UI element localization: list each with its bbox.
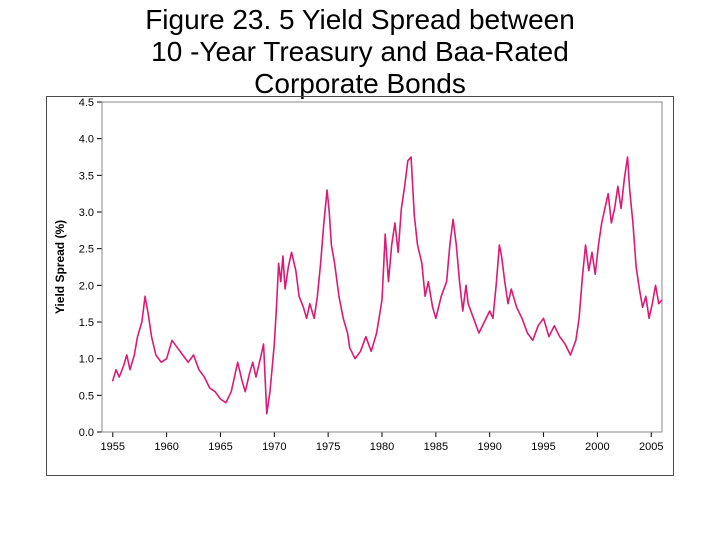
svg-text:2000: 2000 [585,441,609,453]
svg-text:3.5: 3.5 [79,170,94,182]
title-line-2: 10 -Year Treasury and Baa-Rated [20,36,700,68]
svg-text:4.5: 4.5 [79,97,94,109]
svg-text:1960: 1960 [154,441,178,453]
svg-text:1955: 1955 [101,441,125,453]
svg-text:1990: 1990 [477,441,501,453]
svg-text:1970: 1970 [262,441,286,453]
svg-text:Yield Spread (%): Yield Spread (%) [53,220,67,314]
svg-text:4.0: 4.0 [79,134,94,146]
svg-text:1980: 1980 [370,441,394,453]
page: Figure 23. 5 Yield Spread between 10 -Ye… [0,0,720,540]
svg-text:0.5: 0.5 [79,390,94,402]
svg-text:2.5: 2.5 [79,244,94,256]
figure-title: Figure 23. 5 Yield Spread between 10 -Ye… [0,0,720,101]
svg-text:1965: 1965 [208,441,232,453]
svg-text:2.0: 2.0 [79,280,94,292]
chart-svg: 0.0 0.5 1.0 1.5 2.0 2.5 3.0 3.5 4.0 4.5 1955 1960 19… [46,96,674,476]
title-line-1: Figure 23. 5 Yield Spread between [20,4,700,36]
svg-text:1985: 1985 [424,441,448,453]
svg-text:1975: 1975 [316,441,340,453]
yield-spread-chart: 0.0 0.5 1.0 1.5 2.0 2.5 3.0 3.5 4.0 4.5 1955 1960 19… [46,96,674,476]
svg-text:0.0: 0.0 [79,427,94,439]
svg-text:1995: 1995 [531,441,555,453]
svg-text:1.0: 1.0 [79,354,94,366]
svg-text:2005: 2005 [639,441,663,453]
svg-text:3.0: 3.0 [79,207,94,219]
svg-text:1.5: 1.5 [79,317,94,329]
